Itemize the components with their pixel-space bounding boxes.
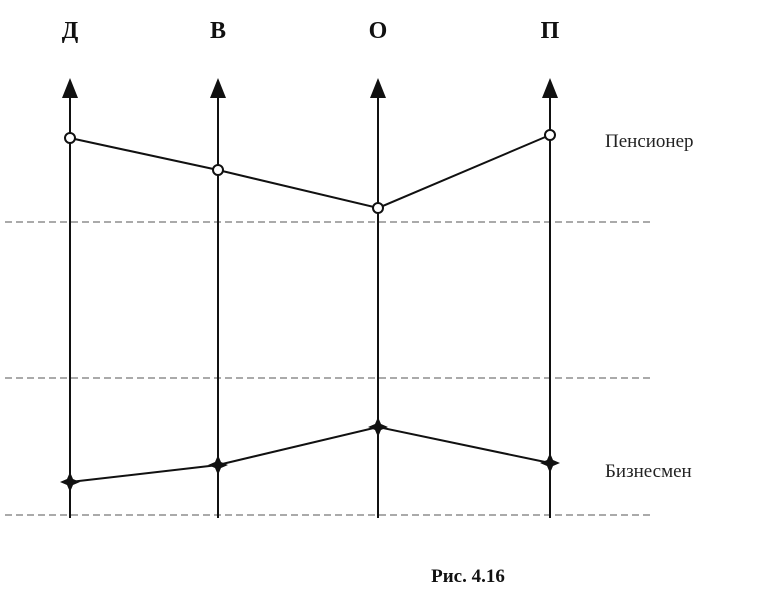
series-line-1 bbox=[69, 425, 551, 483]
businessman-point bbox=[368, 417, 388, 437]
axis-label-p: П bbox=[541, 18, 560, 44]
axis-label-v: В bbox=[210, 18, 226, 44]
arrow-up-icon bbox=[62, 78, 78, 98]
businessman-point bbox=[208, 455, 228, 475]
businessman-point bbox=[60, 472, 80, 492]
series-label-pensioner: Пенсионер bbox=[605, 131, 694, 152]
dashed-gridlines bbox=[5, 221, 650, 516]
pensioner-point bbox=[372, 202, 384, 214]
axis-label-d: Д bbox=[62, 18, 79, 44]
pensioner-point bbox=[212, 164, 224, 176]
arrow-up-icon bbox=[542, 78, 558, 98]
arrow-up-icon bbox=[370, 78, 386, 98]
arrow-up-icon bbox=[210, 78, 226, 98]
pensioner-point bbox=[544, 129, 556, 141]
businessman-point bbox=[540, 453, 560, 473]
figure-caption: Рис. 4.16 bbox=[431, 566, 505, 587]
series-line-0 bbox=[69, 134, 551, 210]
series-label-businessman: Бизнесмен bbox=[605, 461, 692, 482]
pensioner-point bbox=[64, 132, 76, 144]
axis-label-o: О bbox=[369, 18, 388, 44]
